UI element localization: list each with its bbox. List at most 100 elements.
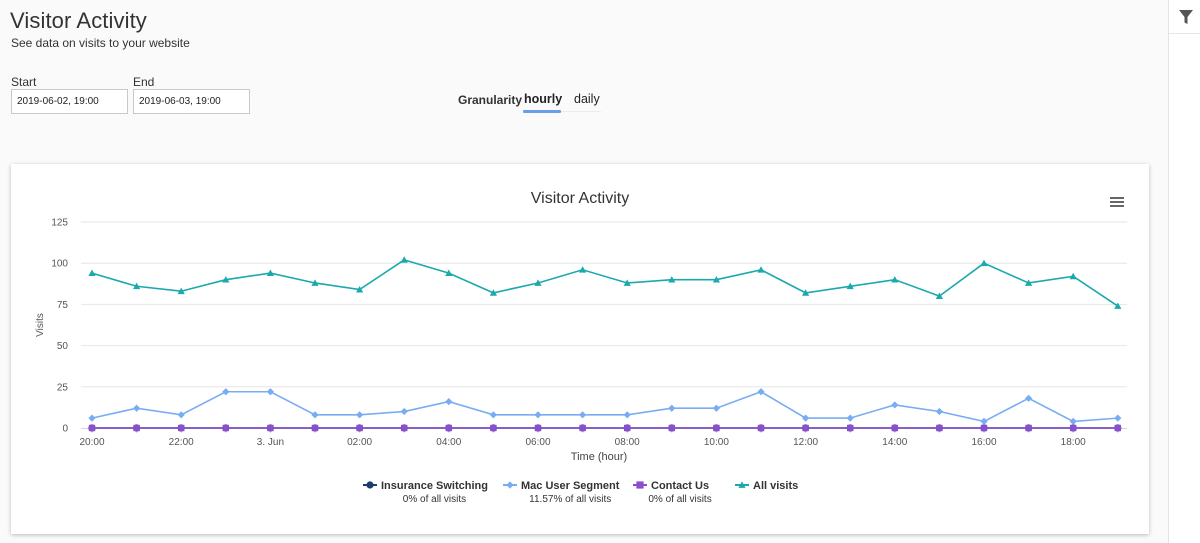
- data-point-mac-user-segment[interactable]: [88, 414, 96, 422]
- data-point-all-visits[interactable]: [712, 276, 720, 283]
- y-tick-label: 125: [51, 218, 68, 229]
- data-point-contact-us[interactable]: [534, 424, 542, 432]
- granularity-tab-hourly[interactable]: hourly: [524, 92, 563, 106]
- legend-item-all-visits[interactable]: All visits: [735, 480, 798, 492]
- data-point-all-visits[interactable]: [489, 289, 497, 296]
- data-point-mac-user-segment[interactable]: [266, 388, 274, 396]
- data-point-mac-user-segment[interactable]: [311, 411, 319, 419]
- data-point-all-visits[interactable]: [623, 279, 631, 286]
- data-point-contact-us[interactable]: [980, 424, 988, 432]
- data-point-all-visits[interactable]: [400, 256, 408, 263]
- y-tick-label: 100: [51, 259, 68, 270]
- data-point-all-visits[interactable]: [935, 292, 943, 300]
- data-point-all-visits[interactable]: [1069, 272, 1077, 280]
- data-point-contact-us[interactable]: [356, 424, 363, 432]
- data-point-mac-user-segment[interactable]: [534, 411, 542, 419]
- data-point-all-visits[interactable]: [980, 259, 988, 267]
- data-point-mac-user-segment[interactable]: [802, 414, 810, 422]
- data-point-mac-user-segment[interactable]: [668, 404, 676, 412]
- data-point-contact-us[interactable]: [445, 424, 452, 432]
- legend-item-insurance-switching[interactable]: Insurance Switching 0% of all visits: [363, 480, 488, 505]
- legend-label: Contact Us: [651, 480, 709, 492]
- data-point-contact-us[interactable]: [713, 424, 720, 432]
- chart-menu-icon[interactable]: [1109, 196, 1125, 210]
- page-title: Visitor Activity: [10, 8, 147, 33]
- data-point-mac-user-segment[interactable]: [891, 401, 899, 409]
- data-point-mac-user-segment[interactable]: [935, 407, 943, 416]
- data-point-all-visits[interactable]: [222, 276, 230, 283]
- data-point-all-visits[interactable]: [311, 279, 319, 286]
- legend-marker[interactable]: [636, 481, 644, 489]
- data-point-all-visits[interactable]: [266, 269, 274, 276]
- data-point-mac-user-segment[interactable]: [133, 404, 141, 412]
- data-point-mac-user-segment[interactable]: [356, 411, 364, 419]
- data-point-mac-user-segment[interactable]: [579, 411, 587, 419]
- data-point-contact-us[interactable]: [88, 424, 96, 432]
- data-point-contact-us[interactable]: [267, 424, 274, 432]
- data-point-mac-user-segment[interactable]: [1025, 394, 1033, 402]
- data-point-mac-user-segment[interactable]: [1069, 417, 1077, 426]
- data-point-mac-user-segment[interactable]: [1114, 414, 1122, 422]
- data-point-mac-user-segment[interactable]: [489, 411, 497, 419]
- data-point-contact-us[interactable]: [1025, 424, 1032, 432]
- end-date-input[interactable]: [133, 89, 250, 114]
- legend-marker[interactable]: [506, 481, 514, 489]
- data-point-all-visits[interactable]: [445, 269, 453, 276]
- legend-item-contact-us[interactable]: Contact Us 0% of all visits: [633, 480, 712, 505]
- start-date-input[interactable]: [11, 89, 128, 114]
- data-point-all-visits[interactable]: [846, 282, 854, 290]
- legend-item-mac-user-segment[interactable]: Mac User Segment 11.57% of all visits: [503, 480, 620, 505]
- data-point-all-visits[interactable]: [133, 282, 141, 290]
- data-point-mac-user-segment[interactable]: [400, 407, 408, 416]
- data-point-contact-us[interactable]: [802, 424, 809, 432]
- data-point-contact-us[interactable]: [178, 424, 185, 432]
- series-contact-us: [88, 424, 1121, 432]
- end-label: End: [133, 75, 155, 89]
- data-point-contact-us[interactable]: [668, 424, 675, 432]
- data-point-mac-user-segment[interactable]: [712, 404, 720, 412]
- data-point-contact-us[interactable]: [847, 424, 854, 432]
- data-point-contact-us[interactable]: [891, 424, 898, 432]
- data-point-contact-us[interactable]: [222, 424, 229, 432]
- x-tick-label: 04:00: [436, 437, 461, 448]
- data-point-all-visits[interactable]: [88, 269, 96, 276]
- legend-marker[interactable]: [366, 481, 374, 489]
- data-point-mac-user-segment[interactable]: [623, 411, 631, 419]
- data-point-all-visits[interactable]: [757, 266, 765, 273]
- data-point-all-visits[interactable]: [1114, 302, 1122, 309]
- x-tick-label: 02:00: [347, 437, 372, 448]
- data-point-mac-user-segment[interactable]: [757, 388, 765, 396]
- granularity-tab-daily[interactable]: daily: [574, 92, 600, 106]
- data-point-all-visits[interactable]: [802, 289, 810, 296]
- data-point-mac-user-segment[interactable]: [177, 411, 185, 419]
- data-point-all-visits[interactable]: [891, 276, 899, 283]
- data-point-all-visits[interactable]: [668, 276, 676, 283]
- granularity-active-indicator: [523, 110, 561, 113]
- x-tick-label: 14:00: [882, 437, 907, 448]
- legend-marker[interactable]: [738, 481, 746, 488]
- grid-lines: [81, 221, 1127, 388]
- data-point-contact-us[interactable]: [1070, 424, 1077, 432]
- data-point-contact-us[interactable]: [401, 424, 408, 432]
- data-point-mac-user-segment[interactable]: [846, 414, 854, 422]
- data-point-contact-us[interactable]: [757, 424, 765, 432]
- data-point-mac-user-segment[interactable]: [445, 398, 453, 406]
- granularity-track: [561, 111, 601, 112]
- data-point-contact-us[interactable]: [1114, 424, 1121, 432]
- data-point-all-visits[interactable]: [534, 279, 542, 286]
- x-tick-label: 08:00: [615, 437, 640, 448]
- data-point-mac-user-segment[interactable]: [222, 388, 230, 396]
- filter-icon[interactable]: [1178, 8, 1194, 26]
- data-point-contact-us[interactable]: [624, 424, 631, 432]
- data-point-mac-user-segment[interactable]: [980, 417, 988, 426]
- data-point-all-visits[interactable]: [177, 287, 185, 295]
- data-point-all-visits[interactable]: [579, 266, 587, 273]
- data-point-contact-us[interactable]: [936, 424, 943, 432]
- data-point-contact-us[interactable]: [311, 424, 319, 432]
- data-point-all-visits[interactable]: [356, 285, 364, 293]
- data-point-contact-us[interactable]: [579, 424, 586, 432]
- x-tick-label: 3. Jun: [257, 437, 284, 448]
- data-point-all-visits[interactable]: [1025, 279, 1033, 286]
- data-point-contact-us[interactable]: [133, 424, 140, 432]
- data-point-contact-us[interactable]: [490, 424, 497, 432]
